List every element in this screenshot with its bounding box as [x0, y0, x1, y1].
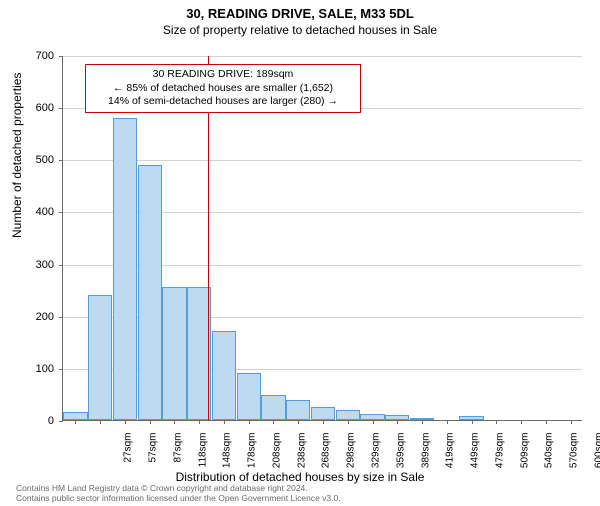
x-tick-label: 449sqm — [470, 433, 481, 483]
y-tick-label: 400 — [0, 206, 54, 218]
x-tick-mark — [125, 420, 126, 424]
x-tick-mark — [472, 420, 473, 424]
x-tick-mark — [249, 420, 250, 424]
x-tick-mark — [397, 420, 398, 424]
x-tick-label: 268sqm — [321, 433, 332, 483]
x-tick-label: 208sqm — [271, 433, 282, 483]
histogram-bar — [212, 331, 236, 420]
annotation-line: 14% of semi-detached houses are larger (… — [92, 95, 354, 109]
histogram-bar — [63, 412, 87, 420]
annotation-box: 30 READING DRIVE: 189sqm← 85% of detache… — [85, 64, 361, 113]
x-tick-mark — [546, 420, 547, 424]
x-tick-mark — [174, 420, 175, 424]
x-tick-label: 509sqm — [519, 433, 530, 483]
footer-line-2: Contains public sector information licen… — [16, 493, 341, 504]
x-tick-label: 419sqm — [445, 433, 456, 483]
y-tick-label: 600 — [0, 102, 54, 114]
x-tick-label: 178sqm — [247, 433, 258, 483]
y-tick-mark — [59, 369, 63, 370]
x-tick-mark — [150, 420, 151, 424]
histogram-bar — [286, 400, 310, 420]
histogram-bar — [261, 395, 285, 420]
y-tick-label: 500 — [0, 154, 54, 166]
chart-title: 30, READING DRIVE, SALE, M33 5DL — [0, 6, 600, 21]
histogram-bar — [162, 287, 186, 420]
x-tick-label: 540sqm — [544, 433, 555, 483]
gridline — [63, 56, 582, 57]
y-tick-mark — [59, 108, 63, 109]
chart-subtitle: Size of property relative to detached ho… — [0, 23, 600, 37]
x-tick-label: 298sqm — [346, 433, 357, 483]
gridline — [63, 160, 582, 161]
histogram-bar — [311, 407, 335, 420]
footer-attribution: Contains HM Land Registry data © Crown c… — [16, 483, 341, 504]
x-tick-mark — [422, 420, 423, 424]
y-tick-mark — [59, 421, 63, 422]
x-tick-mark — [348, 420, 349, 424]
chart-area: 30 READING DRIVE: 189sqm← 85% of detache… — [62, 56, 582, 421]
x-tick-label: 238sqm — [296, 433, 307, 483]
y-tick-label: 300 — [0, 259, 54, 271]
x-tick-label: 389sqm — [420, 433, 431, 483]
y-tick-mark — [59, 317, 63, 318]
histogram-bar — [336, 410, 360, 420]
x-tick-mark — [521, 420, 522, 424]
histogram-bar — [138, 165, 162, 421]
x-tick-label: 27sqm — [123, 433, 134, 483]
y-tick-mark — [59, 212, 63, 213]
x-tick-label: 600sqm — [593, 433, 600, 483]
x-tick-mark — [373, 420, 374, 424]
x-tick-mark — [571, 420, 572, 424]
x-tick-label: 118sqm — [197, 433, 208, 483]
histogram-bar — [237, 373, 261, 420]
x-tick-mark — [496, 420, 497, 424]
x-tick-mark — [273, 420, 274, 424]
y-tick-mark — [59, 160, 63, 161]
x-tick-label: 329sqm — [371, 433, 382, 483]
annotation-line: 30 READING DRIVE: 189sqm — [92, 68, 354, 82]
y-tick-label: 200 — [0, 311, 54, 323]
annotation-line: ← 85% of detached houses are smaller (1,… — [92, 82, 354, 96]
y-tick-label: 100 — [0, 363, 54, 375]
x-tick-mark — [298, 420, 299, 424]
histogram-bar — [88, 295, 112, 420]
x-tick-mark — [224, 420, 225, 424]
x-tick-label: 87sqm — [172, 433, 183, 483]
x-tick-label: 570sqm — [569, 433, 580, 483]
y-tick-label: 700 — [0, 50, 54, 62]
y-tick-mark — [59, 265, 63, 266]
x-tick-label: 57sqm — [148, 433, 159, 483]
histogram-bar — [113, 118, 137, 420]
x-tick-label: 148sqm — [222, 433, 233, 483]
x-tick-mark — [447, 420, 448, 424]
y-tick-label: 0 — [0, 415, 54, 427]
footer-line-1: Contains HM Land Registry data © Crown c… — [16, 483, 341, 494]
x-tick-mark — [75, 420, 76, 424]
x-tick-label: 479sqm — [494, 433, 505, 483]
y-tick-mark — [59, 56, 63, 57]
x-tick-mark — [100, 420, 101, 424]
x-tick-mark — [199, 420, 200, 424]
plot-area: 30 READING DRIVE: 189sqm← 85% of detache… — [62, 56, 582, 421]
x-tick-mark — [323, 420, 324, 424]
x-tick-label: 359sqm — [395, 433, 406, 483]
